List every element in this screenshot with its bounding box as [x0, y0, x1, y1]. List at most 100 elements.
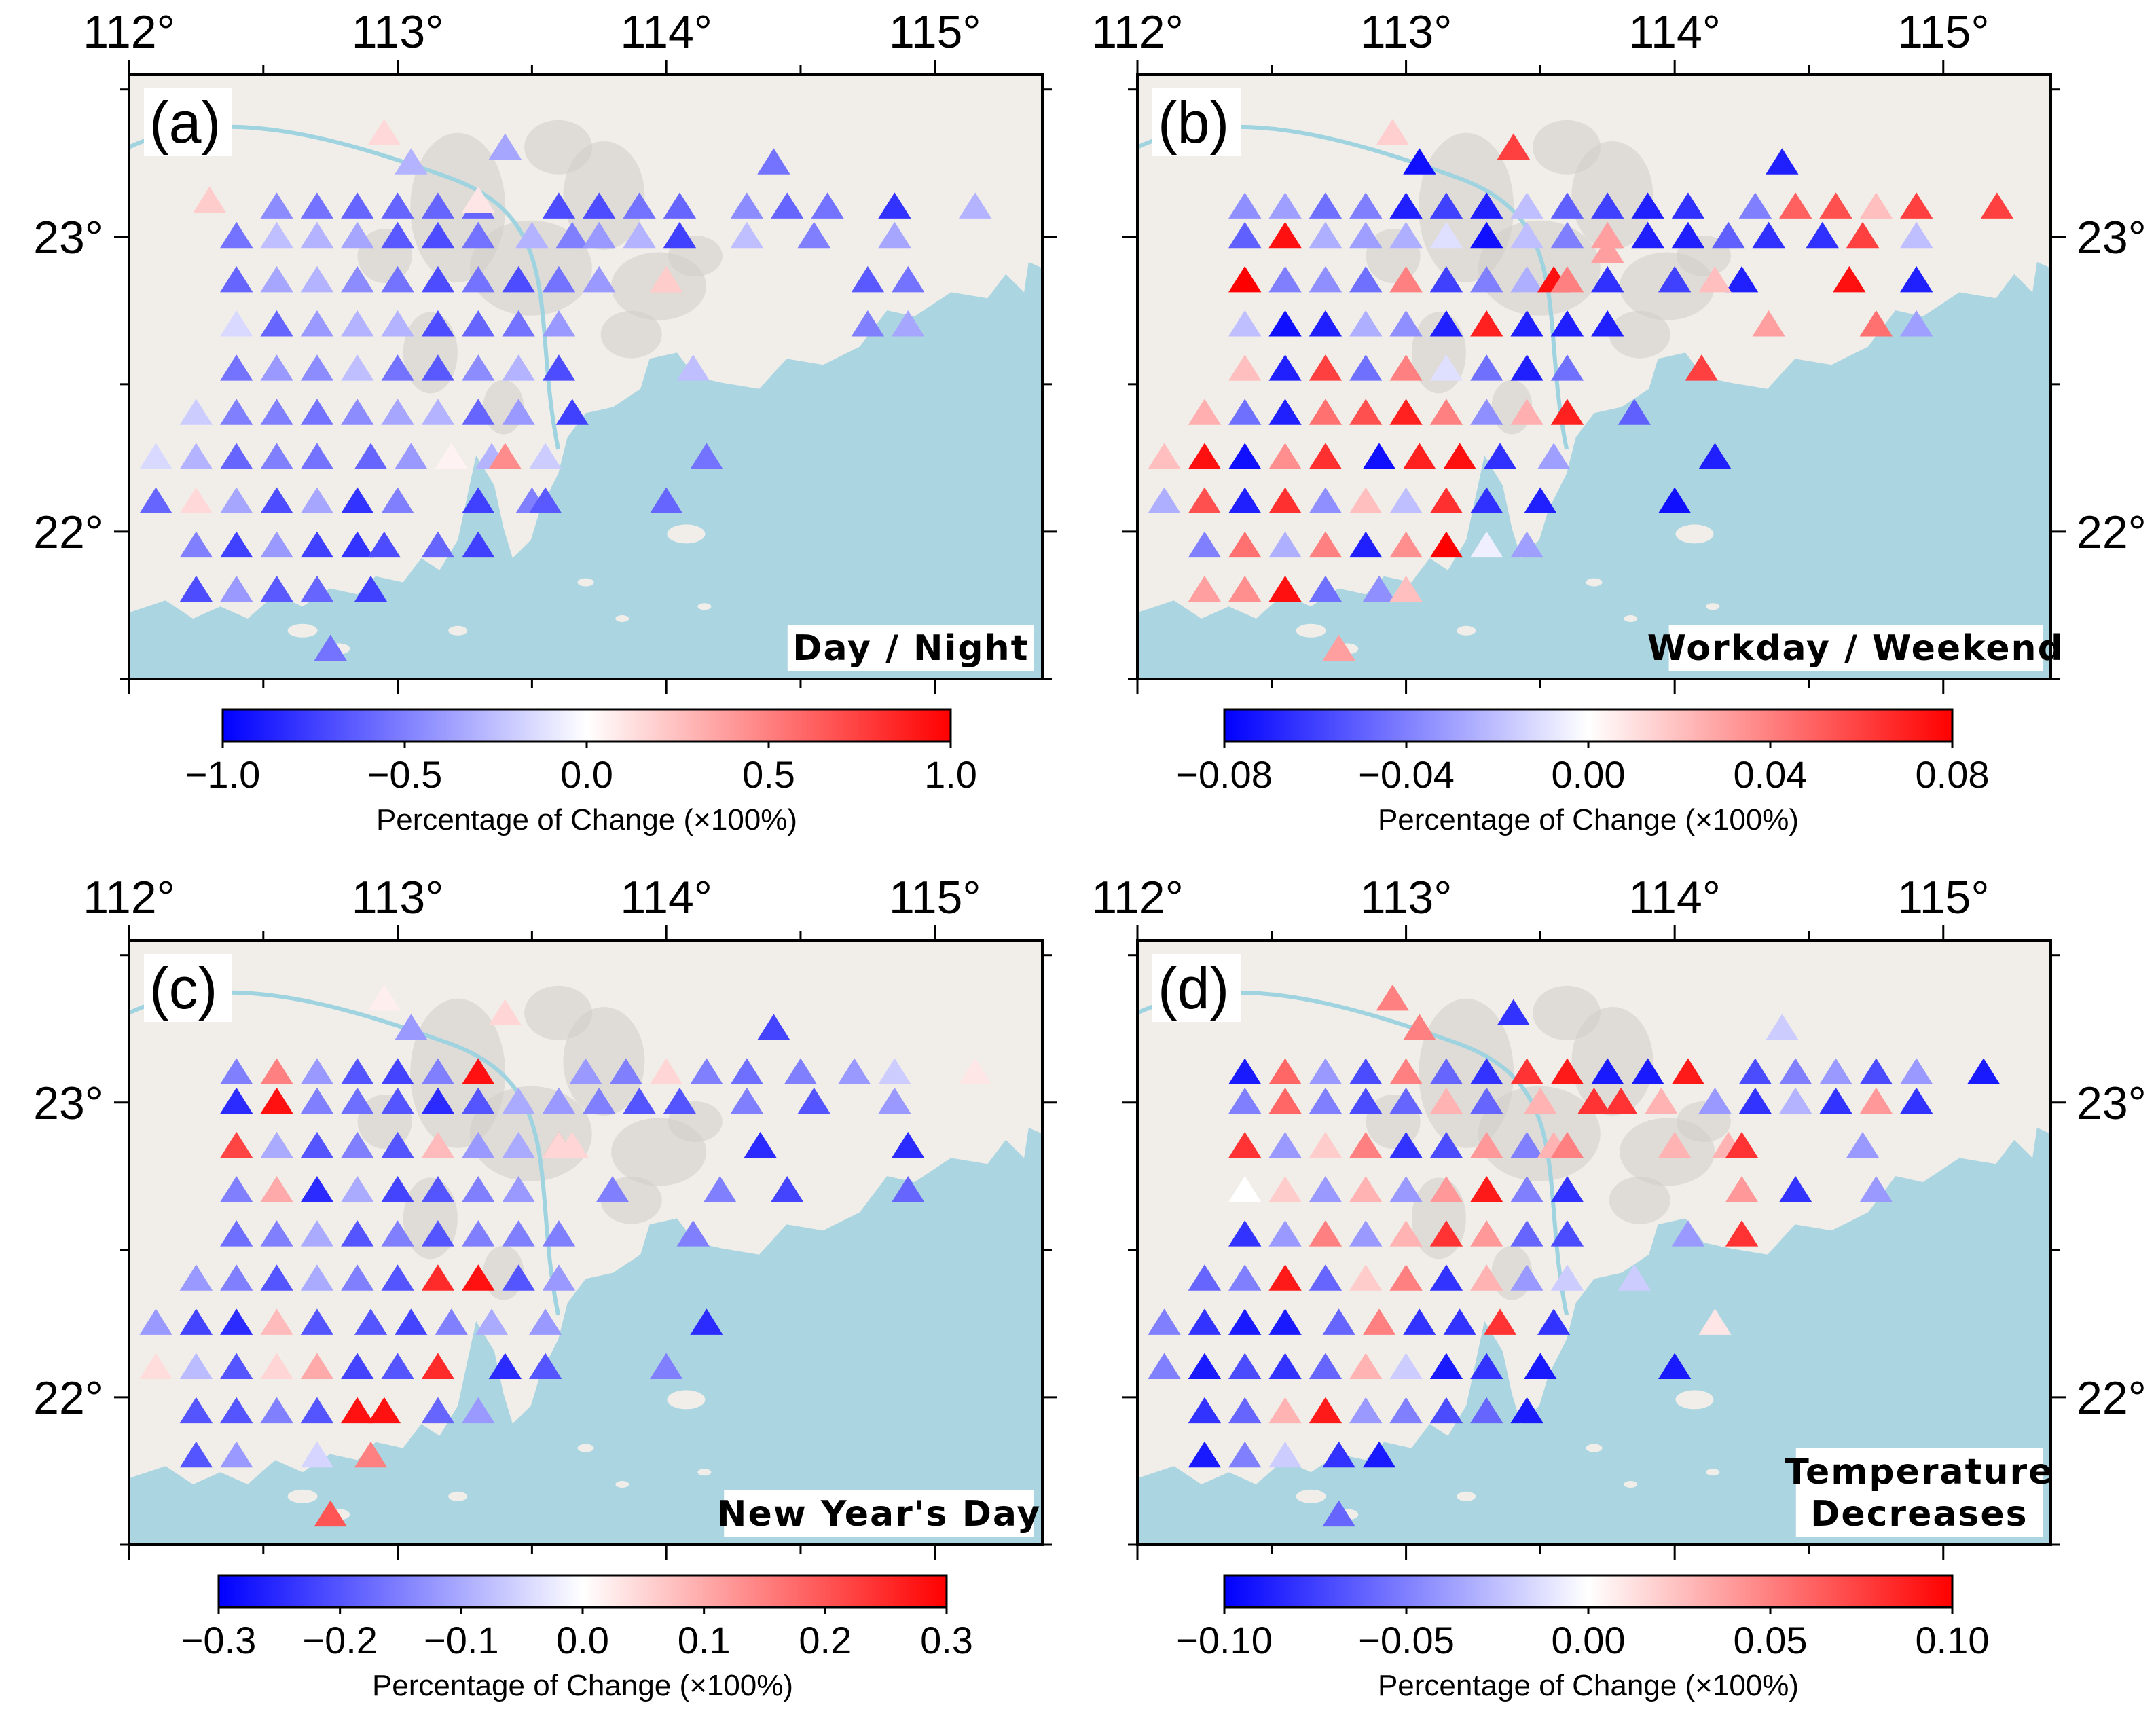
station-triangle — [381, 1087, 414, 1114]
station-triangle — [770, 1176, 804, 1202]
station-triangle — [1618, 1264, 1651, 1291]
station-triangle — [623, 192, 656, 219]
station-triangle — [179, 575, 213, 602]
station-triangle — [730, 192, 764, 219]
urban-area — [1571, 141, 1653, 250]
station-triangle — [179, 1441, 213, 1468]
station-triangle — [260, 1087, 293, 1114]
station-triangle — [1389, 399, 1423, 425]
lat-label: 22° — [2077, 1372, 2146, 1424]
station-triangle — [878, 1087, 911, 1114]
station-triangle — [1349, 221, 1383, 249]
station-triangle — [1510, 1397, 1543, 1424]
station-triangle — [1550, 221, 1584, 249]
station-triangle — [381, 1264, 414, 1291]
station-triangle — [1550, 1264, 1584, 1291]
colorbar-title: Percentage of Change (×100%) — [376, 803, 797, 837]
station-triangle — [1550, 1131, 1584, 1158]
station-triangle — [1309, 1131, 1342, 1158]
station-triangle — [1309, 354, 1342, 381]
station-triangle — [663, 192, 697, 219]
station-triangle — [314, 1500, 347, 1527]
basemap — [129, 75, 1042, 679]
panel-title-box — [1795, 1448, 2043, 1537]
station-triangle — [1309, 1176, 1342, 1202]
colorbar-tick-label: −0.1 — [424, 1619, 499, 1661]
station-triangle — [851, 310, 885, 337]
station-triangle — [300, 1131, 334, 1158]
station-triangle — [1698, 1087, 1732, 1114]
station-triangle — [1510, 399, 1543, 425]
station-triangle — [1268, 443, 1302, 469]
station-triangle — [1349, 1353, 1383, 1380]
station-triangle — [488, 133, 522, 160]
station-triangle — [1349, 192, 1383, 219]
station-triangle — [1349, 1087, 1383, 1114]
station-triangle — [421, 1176, 455, 1202]
station-triangle — [690, 1308, 723, 1335]
station-triangle — [1188, 487, 1222, 514]
station-triangle — [220, 487, 253, 514]
lon-label: 113° — [1360, 872, 1452, 923]
station-triangle — [300, 487, 334, 514]
station-triangle — [462, 186, 495, 213]
colorbar-tick-label: 0.3 — [920, 1619, 973, 1661]
station-triangle — [341, 1087, 374, 1114]
station-triangle — [797, 221, 830, 249]
station-triangle — [462, 221, 495, 249]
station-triangle — [542, 354, 576, 381]
island — [577, 578, 594, 587]
station-triangle — [1322, 1441, 1355, 1468]
station-triangle — [583, 192, 616, 219]
station-triangle — [1268, 1397, 1302, 1424]
station-triangle — [1537, 1308, 1571, 1335]
lat-label: 22° — [33, 507, 103, 558]
map-frame — [1136, 73, 2052, 680]
island — [1296, 1489, 1326, 1503]
station-triangle — [757, 148, 790, 175]
station-triangle — [367, 118, 401, 145]
station-triangle — [1550, 265, 1584, 293]
station-triangle — [314, 634, 347, 661]
station-triangle — [381, 265, 414, 293]
station-triangle — [179, 1397, 213, 1424]
station-triangle — [1846, 1131, 1880, 1158]
station-triangle — [1389, 487, 1423, 514]
station-triangle — [1510, 531, 1543, 558]
station-triangle — [1376, 118, 1410, 145]
station-triangle — [1645, 1087, 1678, 1114]
station-triangle — [1322, 1308, 1355, 1335]
station-triangle — [958, 1058, 992, 1084]
station-triangle — [1389, 1087, 1423, 1114]
station-triangle — [341, 487, 374, 514]
station-triangle — [1362, 443, 1396, 469]
urban-area — [1533, 120, 1601, 175]
station-triangle — [502, 1131, 535, 1158]
station-triangle — [649, 265, 683, 293]
station-triangle — [596, 1176, 629, 1202]
station-triangle — [583, 265, 616, 293]
station-triangle — [421, 531, 455, 558]
map-frame — [128, 73, 1044, 680]
station-triangle — [1550, 192, 1584, 219]
station-triangle — [354, 1441, 388, 1468]
station-triangle — [1429, 1176, 1463, 1202]
station-triangle — [744, 1131, 777, 1158]
station-triangle — [1268, 1176, 1302, 1202]
station-triangle — [421, 399, 455, 425]
station-triangle — [1591, 236, 1624, 263]
station-triangle — [220, 1397, 253, 1424]
station-triangle — [1389, 1397, 1423, 1424]
station-triangle — [1698, 443, 1732, 469]
station-triangle — [1470, 1220, 1503, 1247]
station-triangle — [797, 1087, 830, 1114]
lat-label: 23° — [2077, 1078, 2146, 1129]
station-triangle — [1859, 1087, 1893, 1114]
station-triangle — [1604, 1087, 1638, 1114]
station-triangle — [770, 192, 804, 219]
station-triangle — [1349, 265, 1383, 293]
station-triangle — [1188, 575, 1222, 602]
station-triangle — [542, 265, 576, 293]
urban-area — [524, 985, 593, 1040]
station-triangle — [381, 1220, 414, 1247]
